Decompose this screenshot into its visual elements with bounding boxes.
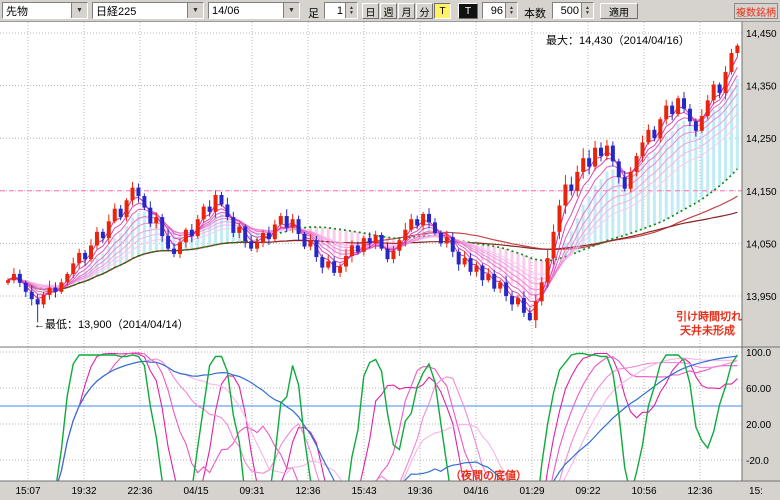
osc-axis-label: 100.0 — [746, 348, 771, 359]
count-value: 96 — [490, 4, 503, 17]
time-axis-label: 19:36 — [407, 486, 432, 497]
night-low-annotation: （夜間の底値） — [450, 470, 527, 482]
bar-interval-stepper[interactable]: 1 ▲ ▼ — [324, 2, 358, 19]
apply-button[interactable]: 適用 — [600, 3, 638, 19]
multi-symbol-button[interactable]: 複数銘柄 — [734, 3, 778, 19]
time-axis-label: 09:22 — [575, 486, 600, 497]
osc-axis-label: 60.00 — [746, 384, 771, 395]
time-axis-label: 15:43 — [351, 486, 376, 497]
t-button[interactable]: T — [458, 3, 478, 19]
price-axis-label: 14,150 — [746, 187, 777, 198]
period-day-button[interactable]: 日 — [362, 3, 379, 19]
chevron-down-icon[interactable]: ▼ — [187, 3, 203, 18]
time-axis-label: 19:32 — [71, 486, 96, 497]
contract-value: 14/06 — [212, 4, 240, 17]
symbol-select[interactable]: 日経225 ▼ — [92, 2, 204, 19]
chevron-down-icon[interactable]: ▼ — [283, 3, 299, 18]
spinner-arrows-icon[interactable]: ▲ ▼ — [505, 3, 517, 18]
contract-select[interactable]: 14/06 ▼ — [208, 2, 300, 19]
chart-canvas: 14,450 14,350 14,250 14,150 14,050 13,950 100.… — [0, 22, 780, 500]
count-stepper[interactable]: 96 ▲ ▼ — [482, 2, 518, 19]
time-axis-label: 12:36 — [295, 486, 320, 497]
price-axis-label: 14,450 — [746, 29, 777, 40]
toolbar: 先物 ▼ 日経225 ▼ 14/06 ▼ 足 1 ▲ ▼ 日 週 月 分 T T … — [0, 0, 780, 22]
tick-mode-button[interactable]: T — [434, 3, 451, 19]
period-month-button[interactable]: 月 — [398, 3, 415, 19]
bars-value: 500 — [560, 4, 579, 17]
time-axis-label: 10:56 — [631, 486, 656, 497]
max-annotation: 最大：14,430（2014/04/16） — [546, 35, 690, 47]
period-week-button[interactable]: 週 — [380, 3, 397, 19]
bar-label: 足 — [308, 8, 319, 20]
time-axis-label: 15:07 — [15, 486, 40, 497]
time-axis-label: 12:36 — [687, 486, 712, 497]
price-axis-label: 14,350 — [746, 82, 777, 93]
osc-axis-label: 20.00 — [746, 420, 771, 431]
min-annotation: ←最低：13,900（2014/04/14） — [34, 319, 189, 331]
time-axis-label: 15: — [749, 486, 763, 497]
chevron-down-icon[interactable]: ▼ — [71, 3, 87, 18]
chart-area: 14,450 14,350 14,250 14,150 14,050 13,950 100.… — [0, 22, 780, 500]
bars-stepper[interactable]: 500 ▲ ▼ — [552, 2, 594, 19]
price-axis-label: 13,950 — [746, 292, 777, 303]
spinner-arrows-icon[interactable]: ▲ ▼ — [581, 3, 593, 18]
symbol-value: 日経225 — [96, 5, 137, 18]
time-axis-label: 09:31 — [239, 486, 264, 497]
close-note-line2: 天井未形成 — [680, 325, 735, 337]
time-axis-label: 04/15 — [183, 486, 208, 497]
spinner-arrows-icon[interactable]: ▲ ▼ — [345, 3, 357, 18]
osc-axis-label: -20.0 — [746, 456, 769, 467]
close-note-line1: 引け時間切れ — [676, 311, 742, 323]
bars-count-label: 本数 — [524, 8, 546, 20]
period-minute-button[interactable]: 分 — [416, 3, 433, 19]
price-axis-label: 14,250 — [746, 134, 777, 145]
time-axis-label: 22:36 — [127, 486, 152, 497]
price-axis-label: 14,050 — [746, 239, 777, 250]
instrument-select[interactable]: 先物 ▼ — [2, 2, 88, 19]
bar-interval-value: 1 — [336, 4, 343, 17]
time-axis-label: 04/16 — [463, 486, 488, 497]
instrument-value: 先物 — [6, 5, 28, 18]
time-axis-label: 01:29 — [519, 486, 544, 497]
